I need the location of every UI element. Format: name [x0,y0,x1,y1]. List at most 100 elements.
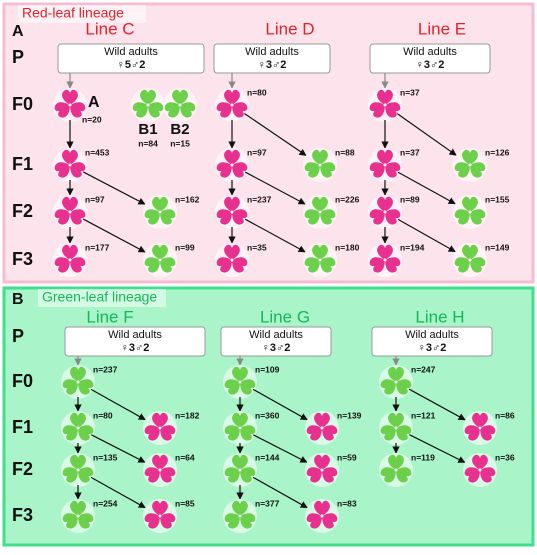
sample-size: n=121 [411,410,436,420]
sample-size: n=15 [170,138,190,148]
box-sex: ♀3♂2 [418,342,447,354]
clover-leaf [396,379,412,395]
sample-size: n=89 [400,194,420,204]
clover-leaf [132,102,148,118]
clover-icon [368,195,402,229]
sample-size: n=37 [400,87,420,97]
clover-center [178,103,182,107]
clover-leaf [224,89,240,105]
clover-icon [223,365,257,399]
sample-size: n=237 [93,364,118,374]
clover-leaf [388,412,404,428]
clover-icon [53,195,87,229]
generation-label: F0 [12,371,33,391]
clover-leaf [232,209,248,225]
clover-icon [379,453,413,487]
sample-size: n=177 [85,242,110,252]
clover-leaf [369,162,385,178]
lineage-bg [38,289,166,307]
clover-leaf [78,513,94,529]
clover-leaf [240,513,256,529]
clover-icon [53,243,87,277]
clover-leaf [454,162,470,178]
clover-center [68,163,72,167]
wild-adults-box [371,326,493,357]
clover-center [158,468,162,472]
clover-icon [223,411,257,445]
clover-leaf [480,467,496,483]
clover-icon [131,88,165,122]
arrow [244,218,306,253]
clover-leaf [470,257,486,273]
clover-leaf [54,102,70,118]
clover-leaf [160,467,176,483]
clover-leaf [62,244,78,260]
arrow [90,476,146,509]
clover-leaf [78,467,94,483]
clover-leaf [304,162,320,178]
clover-center [76,426,80,430]
clover-leaf [70,454,86,470]
clover-center [238,468,242,472]
sample-size: n=194 [400,242,425,252]
clover-leaf [70,412,86,428]
sample-size: n=109 [255,364,280,374]
clover-leaf [140,89,156,105]
clover-leaf [78,379,94,395]
clover-icon [223,499,257,533]
clover-leaf [306,425,322,441]
clover-icon [143,453,177,487]
node-tag: B1 [138,121,157,138]
clover-leaf [224,149,240,165]
arrow [252,476,308,509]
clover-icon [305,411,339,445]
clover-leaf [160,513,176,529]
clover-leaf [454,257,470,273]
sample-size: n=97 [85,194,105,204]
sample-size: n=80 [93,410,113,420]
wild-adults-box [369,43,491,74]
sample-size: n=36 [495,452,515,462]
line-title: Line F [86,307,133,326]
clover-leaf [470,162,486,178]
clover-center [230,103,234,107]
clover-center [383,163,387,167]
clover-icon [368,148,402,182]
box-title: Wild adults [245,46,299,58]
arrow [82,218,146,253]
clover-icon [61,411,95,445]
arrow [244,171,306,205]
generation-label: P [12,47,24,67]
sample-size: n=20 [82,114,102,124]
clover-leaf [320,209,336,225]
generation-label: F0 [12,94,33,114]
clover-icon [163,88,197,122]
clover-leaf [232,500,248,516]
clover-leaf [224,467,240,483]
panel-label: B [12,291,24,308]
clover-leaf [232,454,248,470]
arrow [83,171,146,205]
lineage-title: Green-leaf lineage [42,289,157,305]
clover-leaf [70,257,86,273]
sample-size: n=80 [247,87,267,97]
clover-leaf [369,257,385,273]
sample-size: n=182 [175,410,200,420]
sample-size: n=97 [247,147,267,157]
clover-center [230,163,234,167]
arrow [91,434,146,463]
clover-leaf [385,209,401,225]
clover-leaf [160,425,176,441]
generation-label: F1 [12,417,33,437]
clover-icon [215,148,249,182]
clover-center [383,258,387,262]
clover-leaf [314,412,330,428]
clover-leaf [454,209,470,225]
clover-leaf [160,209,176,225]
sample-size: n=35 [247,242,267,252]
clover-leaf [462,244,478,260]
clover-center [320,426,324,430]
clover-leaf [70,500,86,516]
clover-leaf [369,102,385,118]
